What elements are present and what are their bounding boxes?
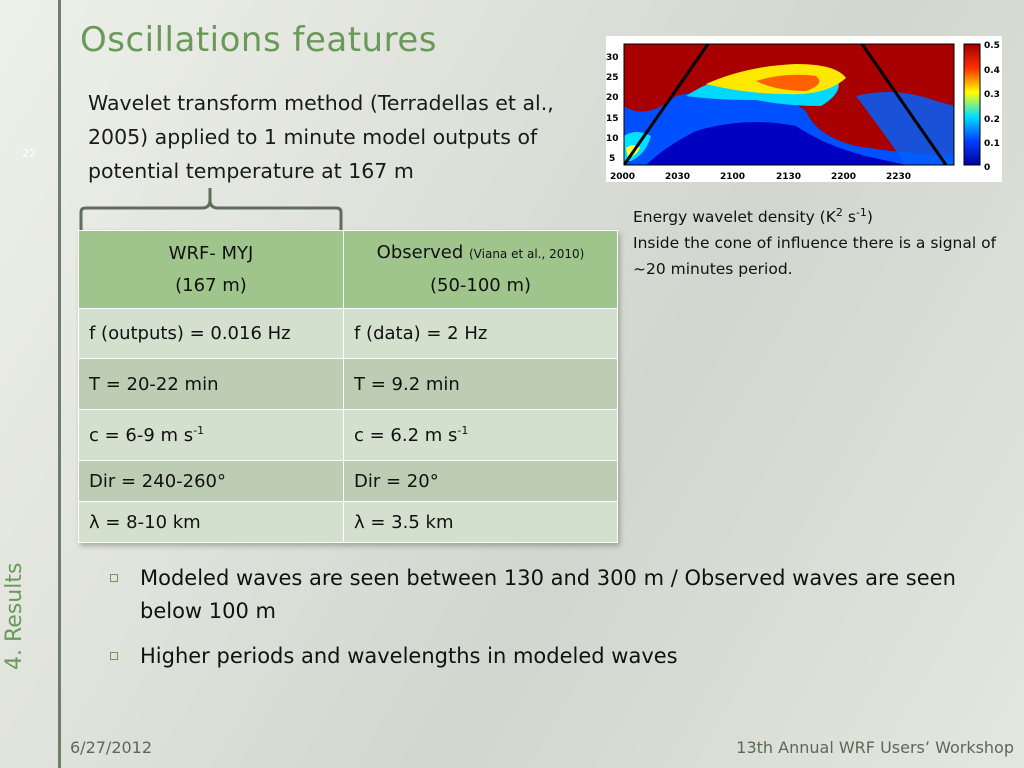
- brace-bracket: [79, 188, 343, 230]
- colorbar-tick-label: 0: [984, 163, 990, 173]
- y-axis-ticks: 5 10 15 20 25 30: [606, 53, 619, 164]
- cell-text: c = 6-9 m s: [89, 424, 194, 446]
- caption-superscript: -1: [855, 205, 867, 219]
- colorbar-ticks: 0 0.1 0.2 0.3 0.4 0.5: [984, 41, 1000, 173]
- table-row: f (outputs) = 0.016 Hz f (data) = 2 Hz: [78, 308, 618, 359]
- square-bullet-icon: [110, 652, 118, 660]
- header-wrf-myj: WRF- MYJ (167 m): [78, 230, 344, 309]
- chart-caption: Energy wavelet density (K2 s-1) Inside t…: [633, 204, 1013, 282]
- header-wrf-height: (167 m): [175, 274, 247, 296]
- x-tick-label: 2230: [886, 172, 911, 182]
- table-row: Dir = 240-260° Dir = 20°: [78, 460, 618, 502]
- cell-superscript: -1: [457, 423, 469, 437]
- caption-line-1: Energy wavelet density (K2 s-1): [633, 204, 1013, 230]
- table-cell: c = 6-9 m s-1: [78, 409, 344, 461]
- table-cell: T = 20-22 min: [78, 358, 344, 410]
- header-wrf-title: WRF- MYJ: [168, 242, 254, 264]
- caption-text: s: [842, 208, 856, 226]
- colorbar-tick-label: 0.2: [984, 115, 1000, 125]
- x-tick-label: 2030: [665, 172, 690, 182]
- bullet-text: Modeled waves are seen between 130 and 3…: [140, 566, 956, 623]
- y-tick-label: 10: [606, 134, 619, 144]
- caption-text: ): [866, 208, 873, 226]
- header-observed-citation: (Viana et al., 2010): [469, 247, 585, 261]
- cell-superscript: -1: [193, 423, 205, 437]
- colorbar-tick-label: 0.5: [984, 41, 1000, 51]
- bullet-list: Modeled waves are seen between 130 and 3…: [106, 562, 956, 685]
- intro-text: Wavelet transform method (Terradellas et…: [88, 91, 554, 183]
- table-cell: f (outputs) = 0.016 Hz: [78, 308, 344, 359]
- x-tick-label: 2200: [831, 172, 856, 182]
- y-tick-label: 5: [609, 154, 615, 164]
- x-tick-label: 2100: [720, 172, 745, 182]
- colorbar-tick-label: 0.3: [984, 90, 1000, 100]
- table-row: λ = 8-10 km λ = 3.5 km: [78, 501, 618, 543]
- page-title: Oscillations features: [80, 20, 437, 60]
- bullet-text: Higher periods and wavelengths in modele…: [140, 644, 678, 668]
- x-tick-label: 2000: [610, 172, 635, 182]
- colorbar: [963, 43, 981, 166]
- header-observed-label: Observed: [376, 242, 464, 263]
- table-cell: T = 9.2 min: [343, 358, 618, 410]
- header-observed: Observed (Viana et al., 2010) (50-100 m): [343, 230, 618, 309]
- table-cell: Dir = 240-260°: [78, 460, 344, 502]
- table-cell: Dir = 20°: [343, 460, 618, 502]
- heatmap-field: [624, 44, 954, 165]
- list-item: Modeled waves are seen between 130 and 3…: [106, 562, 956, 628]
- table-cell: f (data) = 2 Hz: [343, 308, 618, 359]
- table-cell: λ = 3.5 km: [343, 501, 618, 543]
- footer-date: 6/27/2012: [70, 738, 153, 757]
- table-cell: c = 6.2 m s-1: [343, 409, 618, 461]
- caption-superscript: 2: [835, 205, 843, 219]
- y-tick-label: 15: [606, 114, 619, 124]
- table-row: T = 20-22 min T = 9.2 min: [78, 358, 618, 410]
- table-header-row: WRF- MYJ (167 m) Observed (Viana et al.,…: [78, 230, 618, 309]
- wavelet-chart: 5 10 15 20 25 30 2000 2030 2100 2130 220…: [606, 36, 1002, 182]
- comparison-table: WRF- MYJ (167 m) Observed (Viana et al.,…: [78, 230, 618, 543]
- square-bullet-icon: [110, 574, 118, 582]
- colorbar-tick-label: 0.1: [984, 139, 1000, 149]
- header-observed-height: (50-100 m): [429, 275, 532, 296]
- cell-text: c = 6.2 m s: [354, 424, 458, 446]
- wavelet-chart-svg: 5 10 15 20 25 30 2000 2030 2100 2130 220…: [606, 41, 1000, 182]
- caption-line-2: Inside the cone of influence there is a …: [633, 234, 997, 278]
- slide-number: 22: [22, 147, 36, 160]
- x-axis-ticks: 2000 2030 2100 2130 2200 2230: [610, 172, 911, 182]
- colorbar-tick-label: 0.4: [984, 66, 1000, 76]
- y-tick-label: 25: [606, 73, 619, 83]
- left-vertical-rule: [58, 0, 61, 768]
- list-item: Higher periods and wavelengths in modele…: [106, 640, 956, 673]
- table-cell: λ = 8-10 km: [78, 501, 344, 543]
- y-tick-label: 20: [606, 93, 619, 103]
- caption-text: Energy wavelet density (K: [633, 208, 836, 226]
- x-tick-label: 2130: [776, 172, 801, 182]
- header-observed-title: Observed (Viana et al., 2010): [354, 237, 607, 270]
- y-tick-label: 30: [606, 53, 619, 63]
- section-label: 4. Results: [2, 562, 27, 670]
- footer-event: 13th Annual WRF Users’ Workshop: [736, 738, 1014, 757]
- table-row: c = 6-9 m s-1 c = 6.2 m s-1: [78, 409, 618, 461]
